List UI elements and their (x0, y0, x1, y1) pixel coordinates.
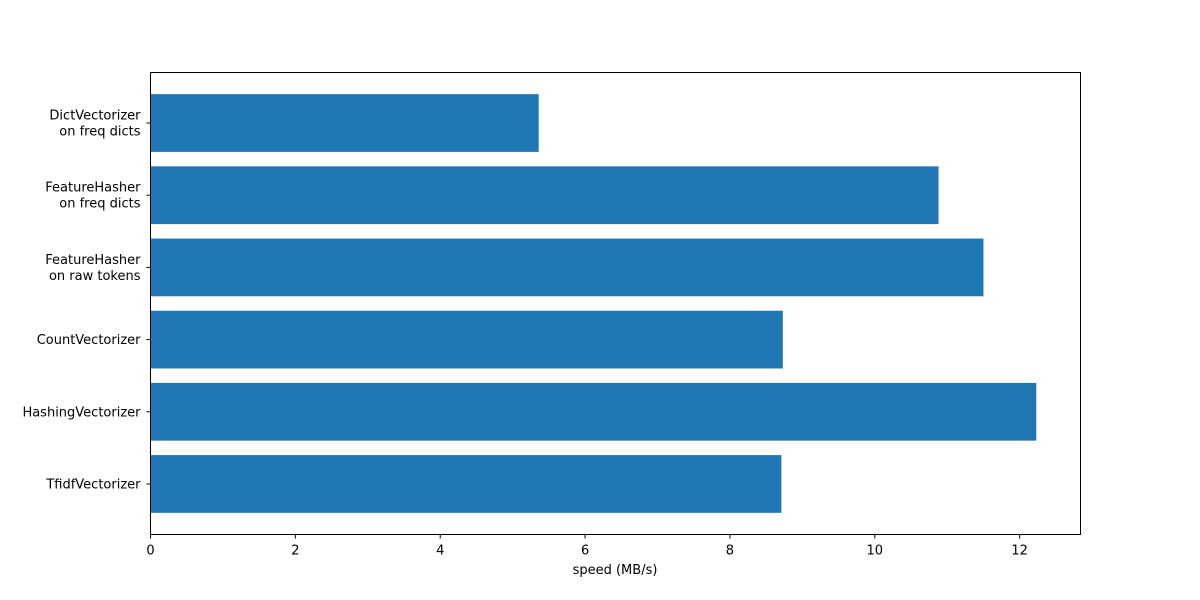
bar (150, 94, 539, 152)
bar (150, 455, 782, 513)
bar (150, 310, 783, 369)
x-tick-label: 10 (867, 544, 884, 559)
bar (150, 238, 984, 297)
x-axis: 0 2 4 6 8 10 12 (146, 534, 1028, 559)
category-label: on freq dicts (59, 197, 140, 212)
x-axis-label: speed (MB/s) (573, 563, 658, 578)
category-label: TfidfVectorizer (45, 477, 141, 492)
bar (150, 166, 939, 225)
category-label: DictVectorizer (49, 109, 141, 124)
x-tick-label: 8 (726, 544, 734, 559)
plot-frame (150, 72, 1081, 535)
category-label: on raw tokens (49, 269, 141, 284)
category-label: on freq dicts (59, 125, 140, 140)
category-label: CountVectorizer (37, 333, 141, 348)
x-tick-label: 2 (291, 544, 299, 559)
category-label: FeatureHasher (45, 253, 141, 268)
x-tick-label: 4 (436, 544, 444, 559)
x-tick-label: 12 (1011, 544, 1028, 559)
x-tick-label: 6 (581, 544, 589, 559)
bar (150, 382, 1037, 441)
category-label: HashingVectorizer (22, 405, 141, 420)
bars-group (150, 94, 1037, 513)
x-tick-label: 0 (146, 544, 154, 559)
category-label: FeatureHasher (45, 181, 141, 196)
